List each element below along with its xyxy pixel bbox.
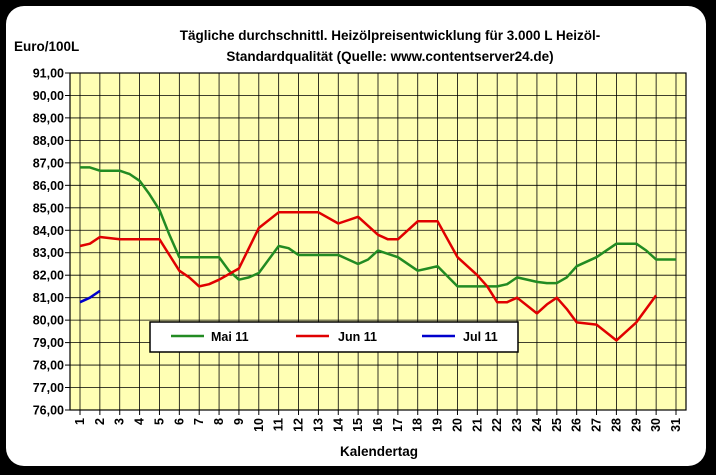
y-tick-label: 83,00 <box>33 246 64 260</box>
series-line-mai <box>80 166 676 288</box>
x-tick-label: 16 <box>371 418 385 432</box>
x-tick-label: 23 <box>510 418 524 432</box>
legend-label-jul: Jul 11 <box>463 330 498 344</box>
x-tick-label: 29 <box>629 418 643 432</box>
x-tick-label: 3 <box>113 418 127 425</box>
x-tick-label: 20 <box>450 418 464 432</box>
x-tick-label: 1 <box>73 418 87 425</box>
x-axis-label: Kalendertag <box>340 444 418 459</box>
series-lines <box>79 166 676 342</box>
chart-frame: Tägliche durchschnittl. Heizölpreisentwi… <box>6 6 706 466</box>
x-tick-label: 6 <box>172 418 186 425</box>
x-tick-label: 10 <box>252 418 266 432</box>
x-tick-label: 19 <box>431 418 445 432</box>
x-tick-label: 22 <box>490 418 504 432</box>
x-tick-label: 27 <box>590 418 604 432</box>
x-tick-label: 4 <box>133 418 147 425</box>
y-tick-label: 79,00 <box>33 336 64 350</box>
x-tick-label: 21 <box>470 418 484 432</box>
y-tick-label: 84,00 <box>33 224 64 238</box>
y-tick-label: 77,00 <box>33 381 64 395</box>
y-tick-label: 85,00 <box>33 201 64 215</box>
y-tick-labels: 76,00 77,00 78,00 79,00 80,00 81,00 82,00 83,00… <box>33 67 64 418</box>
y-tick-label: 81,00 <box>33 291 64 305</box>
x-tick-label: 18 <box>411 418 425 432</box>
x-tick-label: 13 <box>311 418 325 432</box>
x-tick-label: 7 <box>192 418 206 425</box>
y-tick-label: 90,00 <box>33 89 64 103</box>
y-tick-label: 88,00 <box>33 134 64 148</box>
y-tick-label: 82,00 <box>33 269 64 283</box>
x-tick-label: 2 <box>93 418 107 425</box>
x-tick-label: 30 <box>649 418 663 432</box>
x-tick-label: 17 <box>391 418 405 432</box>
y-tick-label: 91,00 <box>33 67 64 81</box>
x-tick-label: 8 <box>212 418 226 425</box>
x-tick-label: 28 <box>609 418 623 432</box>
x-tick-label: 14 <box>331 418 345 432</box>
legend-box <box>149 321 519 353</box>
y-tick-label: 76,00 <box>33 404 64 418</box>
series-line-jun <box>79 211 658 342</box>
legend-label-mai: Mai 11 <box>211 330 249 344</box>
y-axis-label: Euro/100L <box>14 39 79 54</box>
chart-title-line-2: Standardqualität (Quelle: www.contentser… <box>226 49 553 64</box>
legend-label-jun: Jun 11 <box>338 330 377 344</box>
y-tick-label: 89,00 <box>33 111 64 125</box>
x-tick-label: 31 <box>669 418 683 432</box>
x-tick-label: 24 <box>530 418 544 432</box>
chart-title-line-1: Tägliche durchschnittl. Heizölpreisentwi… <box>180 28 601 43</box>
legend: Mai 11 Jun 11 Jul 11 <box>149 321 519 353</box>
x-tick-label: 12 <box>292 418 306 432</box>
x-tick-label: 15 <box>351 418 365 432</box>
x-tick-label: 11 <box>272 418 286 431</box>
y-tick-label: 80,00 <box>33 314 64 328</box>
series-line-jul <box>79 289 101 304</box>
y-tick-label: 78,00 <box>33 359 64 373</box>
x-tick-labels: 1 2 3 4 5 6 7 8 9 10 11 12 13 14 15 16 17 18 19 20 21 22 23 24 2… <box>73 418 683 432</box>
x-tick-label: 26 <box>570 418 584 432</box>
line-chart: Tägliche durchschnittl. Heizölpreisentwi… <box>14 28 687 459</box>
x-tick-label: 9 <box>232 418 246 425</box>
x-tick-label: 5 <box>152 418 166 425</box>
y-tick-label: 87,00 <box>33 156 64 170</box>
x-tick-label: 25 <box>550 418 564 432</box>
grid-lines <box>65 72 686 415</box>
y-tick-label: 86,00 <box>33 179 64 193</box>
